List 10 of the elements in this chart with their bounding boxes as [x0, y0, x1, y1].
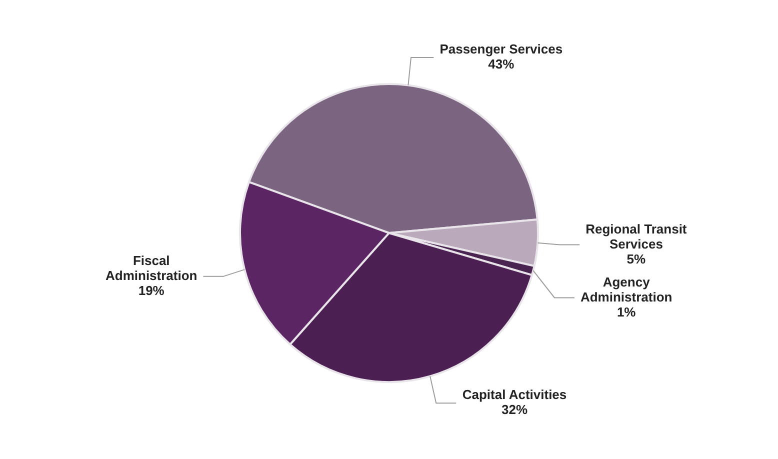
slice-label: Capital Activities	[462, 387, 567, 402]
data-label: 43%	[488, 56, 515, 72]
data-label: 19%	[138, 283, 165, 298]
slice-label: Regional Transit Services	[586, 221, 688, 252]
data-label: 5%	[626, 251, 646, 266]
data-label: 1%	[616, 304, 636, 320]
slice-label: Passenger Services	[440, 42, 563, 57]
slice-label: Fiscal Administration	[105, 253, 198, 283]
data-label: 32%	[501, 402, 528, 418]
slice-label: Agency Administration	[580, 274, 672, 304]
